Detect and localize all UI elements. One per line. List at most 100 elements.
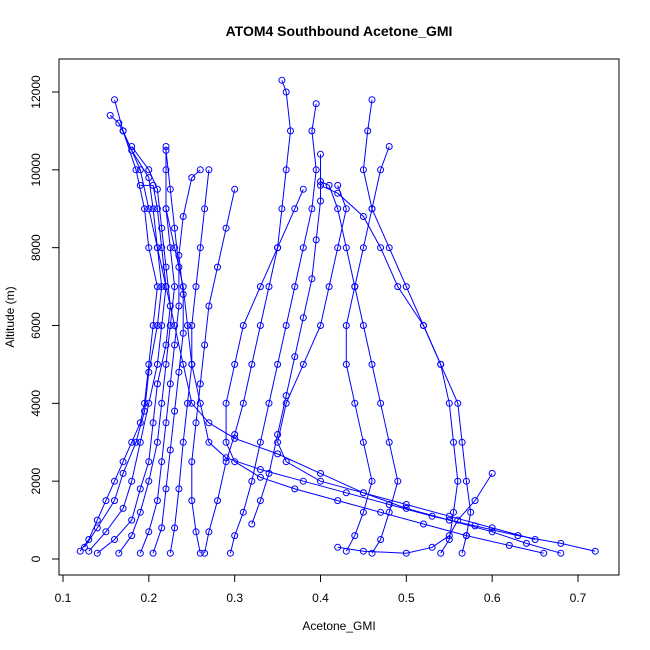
- data-point: [179, 213, 187, 220]
- data-point: [334, 205, 342, 213]
- data-point: [171, 244, 179, 252]
- data-point: [162, 341, 170, 349]
- data-point: [231, 431, 239, 438]
- data-point: [205, 528, 213, 536]
- data-point: [128, 438, 136, 446]
- data-point: [136, 549, 144, 557]
- x-tick-label: 0.5: [398, 591, 415, 605]
- data-point: [265, 399, 273, 407]
- data-point: [93, 549, 101, 557]
- data-point: [385, 244, 393, 252]
- data-point: [342, 322, 350, 329]
- data-point: [175, 368, 183, 376]
- data-point: [291, 283, 299, 291]
- data-point: [162, 146, 170, 154]
- series-line: [165, 208, 596, 552]
- data-point: [334, 497, 342, 505]
- data-point: [196, 166, 204, 174]
- data-point: [166, 380, 174, 388]
- data-point: [153, 244, 161, 252]
- series-line: [320, 181, 399, 554]
- data-point: [179, 283, 187, 291]
- y-axis: 0 2000 4000 6000 8000 10000 12000: [29, 75, 60, 562]
- data-point: [205, 302, 213, 310]
- series-line: [320, 184, 472, 554]
- data-point: [171, 224, 179, 232]
- data-point: [325, 181, 333, 189]
- data-point: [162, 283, 170, 291]
- data-point: [377, 244, 385, 252]
- series-6: [136, 146, 183, 557]
- data-point: [437, 360, 445, 368]
- data-point: [222, 458, 230, 466]
- data-point: [128, 532, 136, 540]
- data-point: [342, 360, 350, 368]
- series-3: [85, 181, 170, 555]
- data-point: [214, 263, 221, 271]
- data-point: [153, 497, 161, 505]
- data-point: [192, 528, 200, 536]
- data-point: [128, 477, 136, 485]
- data-point: [145, 458, 153, 466]
- series-line: [204, 80, 292, 554]
- data-point: [351, 532, 359, 540]
- data-point: [462, 477, 470, 485]
- data-point: [141, 205, 148, 213]
- series-line: [96, 146, 171, 554]
- data-point: [291, 205, 299, 213]
- data-point: [85, 547, 93, 555]
- data-point: [458, 438, 466, 446]
- y-axis-label: Altitude (m): [3, 286, 17, 347]
- data-point: [488, 524, 496, 532]
- data-point: [205, 438, 213, 446]
- data-point: [162, 360, 170, 368]
- data-point: [158, 283, 166, 291]
- data-point: [368, 477, 376, 485]
- series-4: [93, 143, 174, 557]
- data-point: [106, 111, 114, 119]
- data-point: [385, 438, 393, 446]
- data-point: [166, 244, 174, 252]
- data-point: [359, 438, 367, 446]
- data-point: [145, 244, 153, 252]
- data-point: [256, 322, 264, 329]
- data-point: [222, 399, 230, 407]
- x-tick-label: 0.2: [140, 591, 157, 605]
- data-point: [166, 185, 174, 193]
- data-point: [162, 205, 170, 213]
- data-point: [222, 438, 230, 446]
- x-tick-label: 0.3: [226, 591, 243, 605]
- series-line: [225, 189, 544, 554]
- data-point: [308, 127, 316, 135]
- data-point: [368, 96, 376, 104]
- data-point: [274, 438, 282, 446]
- data-point: [145, 205, 153, 213]
- data-point: [188, 322, 196, 329]
- series-line: [277, 185, 536, 540]
- data-point: [274, 450, 282, 458]
- data-point: [231, 434, 239, 442]
- data-point: [282, 458, 290, 466]
- data-point: [359, 166, 367, 174]
- data-point: [196, 244, 204, 252]
- data-point: [368, 549, 376, 557]
- data-point: [145, 399, 153, 407]
- data-point: [145, 360, 153, 368]
- data-point: [162, 419, 170, 427]
- data-point: [175, 485, 183, 493]
- data-point: [102, 497, 110, 505]
- data-point: [282, 322, 290, 329]
- data-point: [111, 477, 118, 485]
- data-point: [591, 547, 599, 555]
- data-point: [291, 353, 299, 361]
- series-12: [248, 150, 324, 528]
- data-point: [540, 549, 548, 557]
- data-point: [557, 539, 565, 547]
- data-point: [278, 205, 286, 213]
- x-axis-label: Acetone_GMI: [302, 619, 375, 633]
- data-point: [359, 489, 367, 497]
- data-point: [93, 524, 101, 532]
- data-point: [445, 399, 453, 407]
- data-point: [377, 399, 385, 407]
- x-tick-label: 0.7: [570, 591, 587, 605]
